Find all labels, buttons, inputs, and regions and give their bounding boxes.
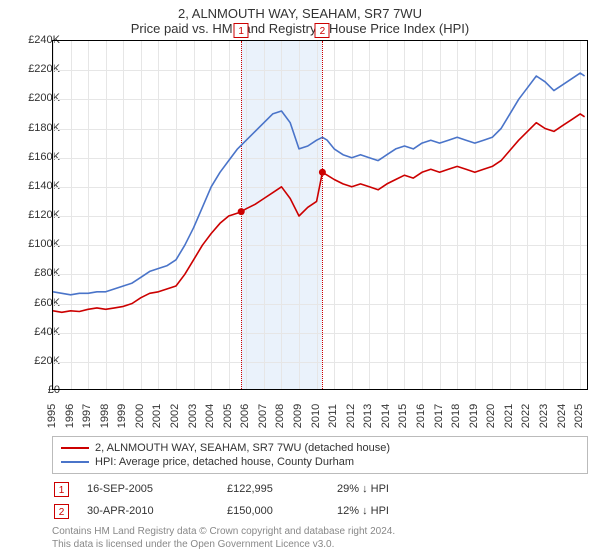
legend: 2, ALNMOUTH WAY, SEAHAM, SR7 7WU (detach… [52,436,588,474]
event-flag-icon: 2 [315,23,330,38]
x-tick-label: 2020 [485,404,497,428]
x-tick-label: 2007 [257,404,269,428]
x-tick-label: 2008 [274,404,286,428]
x-tick-label: 2003 [187,404,199,428]
x-tick-label: 2004 [204,404,216,428]
event-flag-icon: 2 [54,504,69,519]
x-tick-label: 1999 [116,404,128,428]
legend-item: HPI: Average price, detached house, Coun… [61,455,579,469]
event-diff: 29% ↓ HPI [337,483,447,495]
x-tick-label: 1997 [81,404,93,428]
event-row: 2 30-APR-2010 £150,000 12% ↓ HPI [52,500,588,522]
x-tick-label: 2013 [362,404,374,428]
legend-swatch [61,461,89,463]
event-flag-icon: 1 [234,23,249,38]
chart-container: 2, ALNMOUTH WAY, SEAHAM, SR7 7WU Price p… [0,0,600,560]
x-tick-label: 2022 [520,404,532,428]
event-date: 16-SEP-2005 [87,483,227,495]
legend-item: 2, ALNMOUTH WAY, SEAHAM, SR7 7WU (detach… [61,441,579,455]
events-table: 1 16-SEP-2005 £122,995 29% ↓ HPI 2 30-AP… [52,478,588,522]
plot-area: 12 [52,40,588,390]
legend-label: HPI: Average price, detached house, Coun… [95,456,354,468]
x-tick-label: 2017 [433,404,445,428]
x-tick-label: 1995 [46,404,58,428]
x-tick-label: 2019 [468,404,480,428]
event-date: 30-APR-2010 [87,505,227,517]
x-tick-label: 2023 [538,404,550,428]
x-tick-label: 2011 [327,404,339,428]
x-tick-label: 2000 [134,404,146,428]
x-tick-label: 2001 [151,404,163,428]
chart-subtitle: Price paid vs. HM Land Registry's House … [0,21,600,40]
x-axis-labels: 1995199619971998199920002001200220032004… [52,390,588,432]
chart-title: 2, ALNMOUTH WAY, SEAHAM, SR7 7WU [0,0,600,21]
legend-label: 2, ALNMOUTH WAY, SEAHAM, SR7 7WU (detach… [95,442,390,454]
plot-svg [53,41,589,391]
footnote-text: Contains HM Land Registry data © Crown c… [52,526,395,537]
x-tick-label: 2002 [169,404,181,428]
x-tick-label: 2009 [292,404,304,428]
event-marker-icon [238,208,245,215]
x-tick-label: 2024 [556,404,568,428]
x-tick-label: 2016 [415,404,427,428]
x-tick-label: 2012 [345,404,357,428]
x-tick-label: 2018 [450,404,462,428]
event-row: 1 16-SEP-2005 £122,995 29% ↓ HPI [52,478,588,500]
x-tick-label: 2015 [397,404,409,428]
x-tick-label: 2005 [222,404,234,428]
series-hpi [53,73,585,295]
footnote-text: This data is licensed under the Open Gov… [52,539,334,550]
x-tick-label: 2014 [380,404,392,428]
x-tick-label: 2010 [310,404,322,428]
legend-swatch [61,447,89,449]
footnote: Contains HM Land Registry data © Crown c… [52,526,588,551]
x-tick-label: 1998 [99,404,111,428]
x-tick-label: 2006 [239,404,251,428]
event-diff: 12% ↓ HPI [337,505,447,517]
x-tick-label: 2025 [573,404,585,428]
event-marker-icon [319,169,326,176]
event-price: £150,000 [227,505,337,517]
x-tick-label: 2021 [503,404,515,428]
event-price: £122,995 [227,483,337,495]
x-tick-label: 1996 [64,404,76,428]
event-flag-icon: 1 [54,482,69,497]
